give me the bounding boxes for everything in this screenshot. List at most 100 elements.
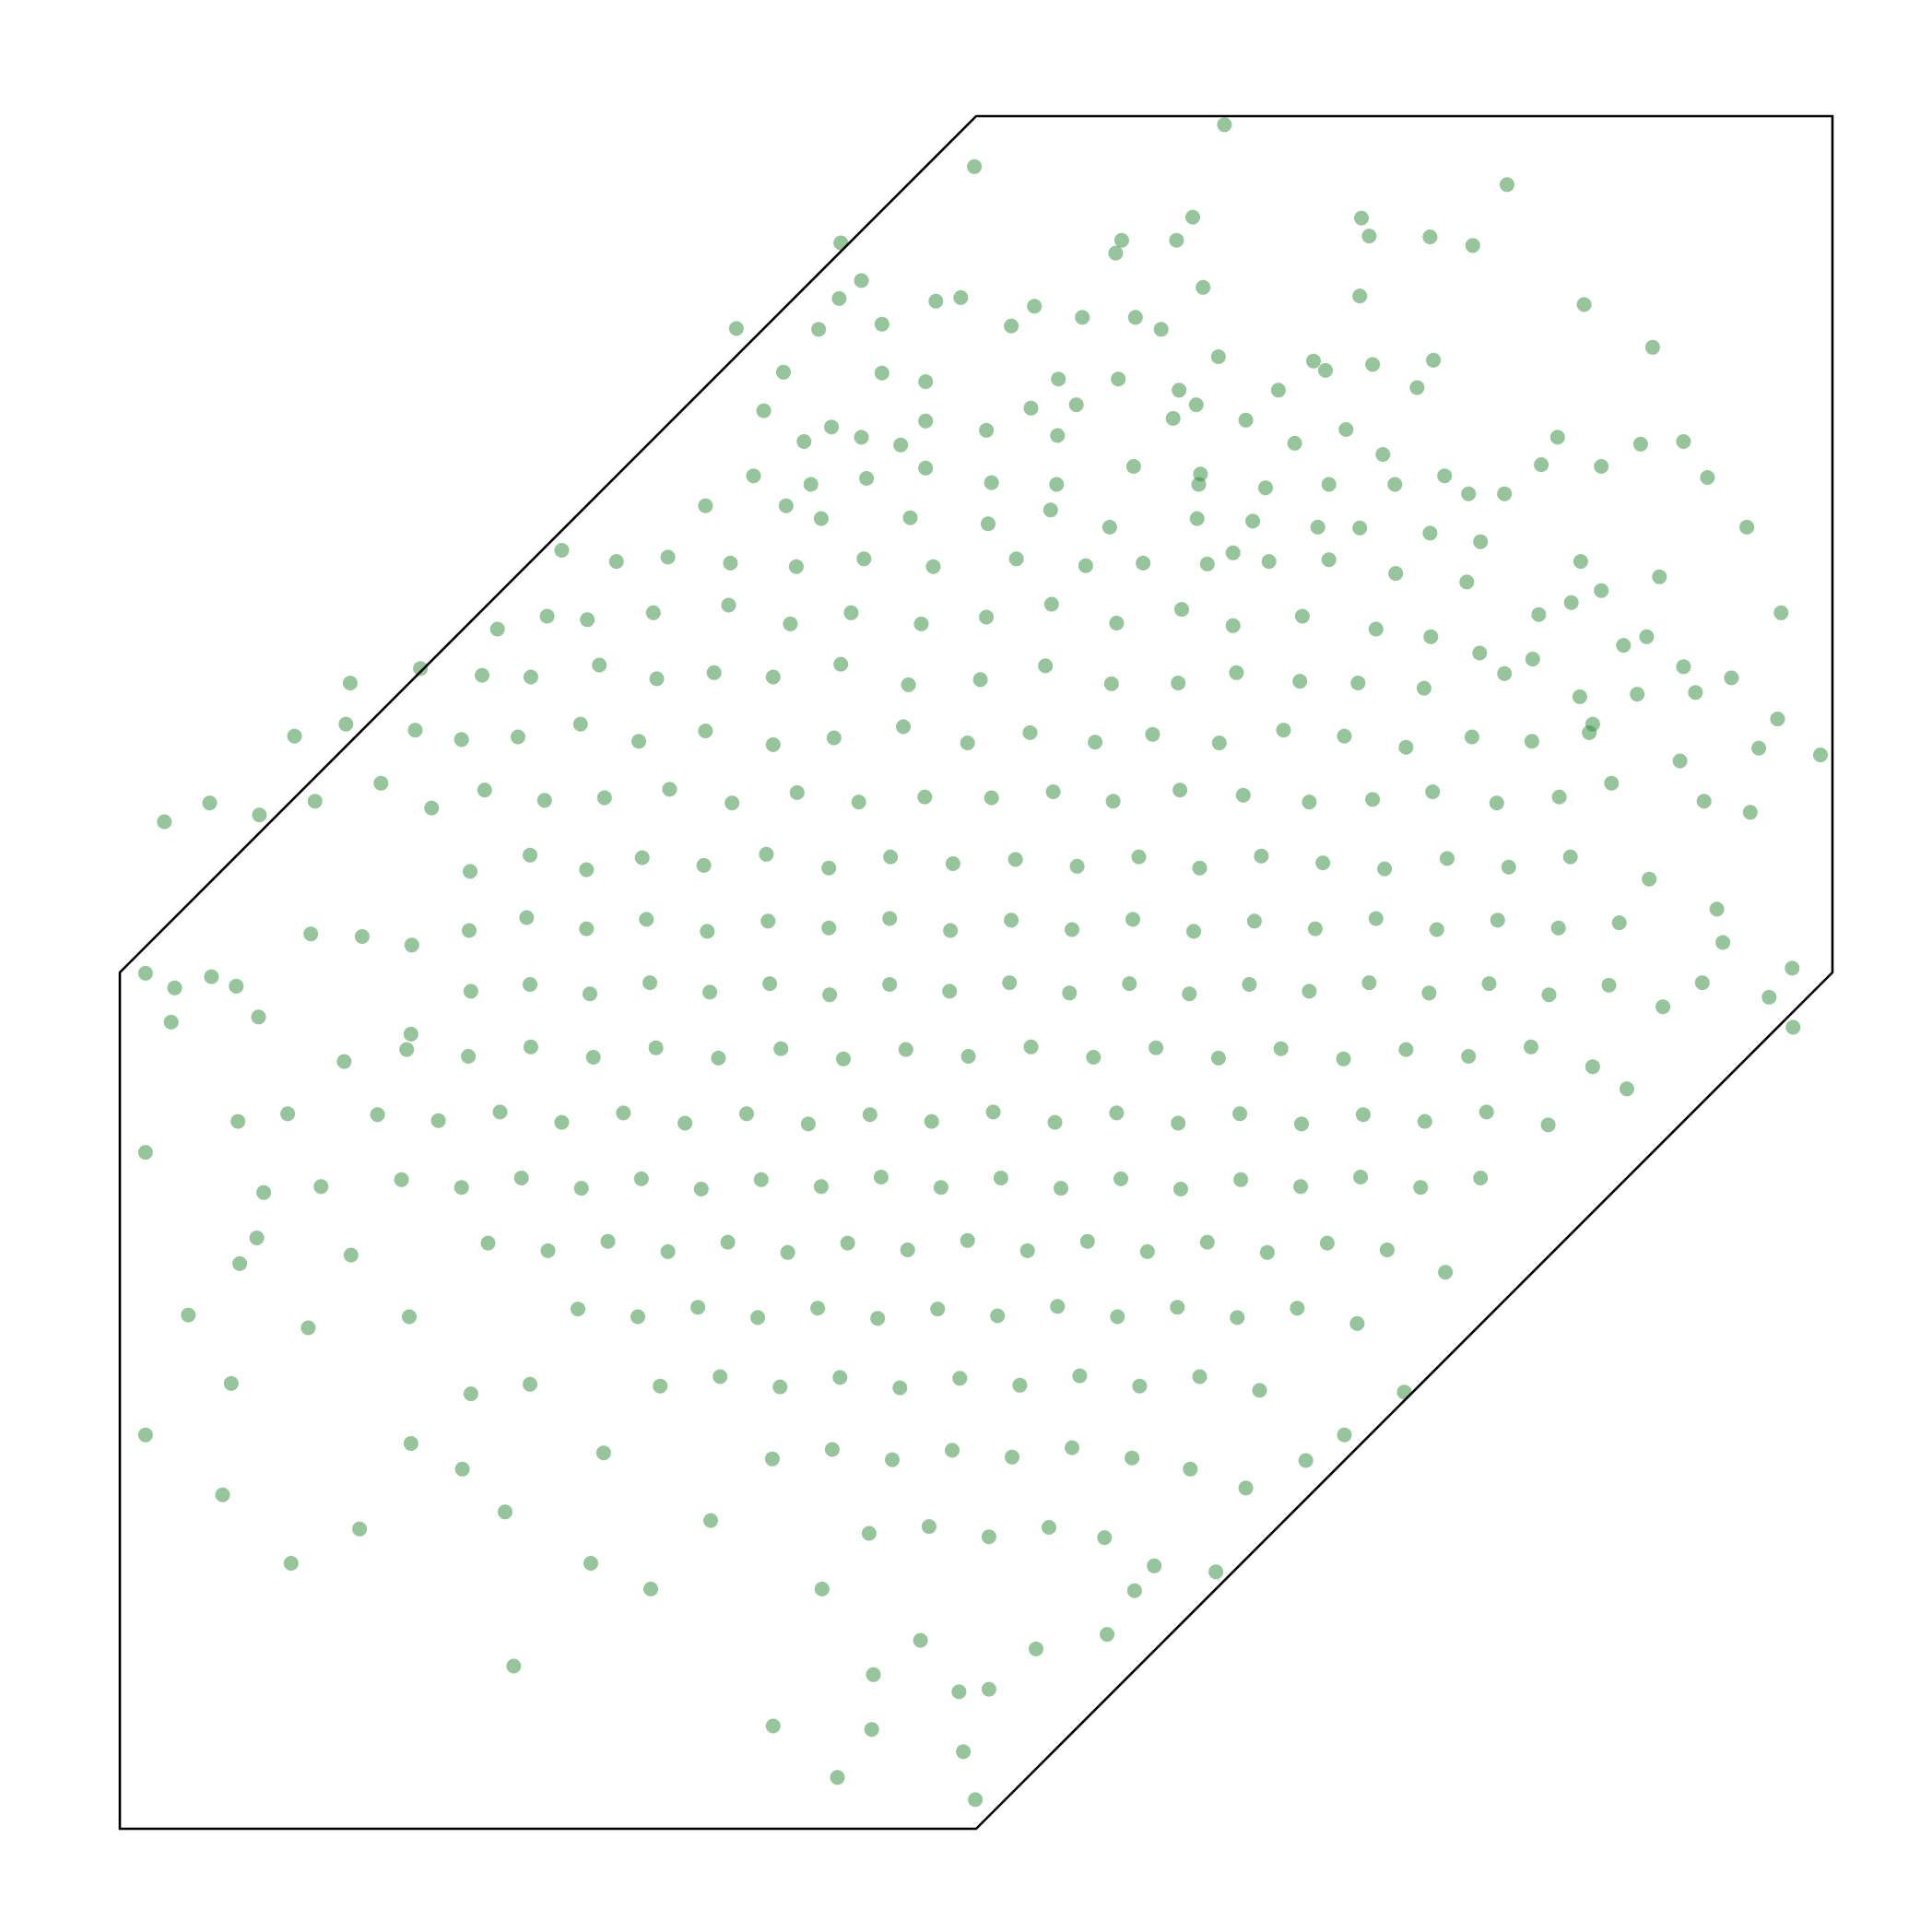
scatter-point	[463, 864, 477, 879]
scatter-point	[1352, 520, 1368, 536]
scatter-point	[1290, 1301, 1305, 1316]
scatter-point	[979, 422, 995, 438]
scatter-point	[167, 980, 183, 995]
hexagon-frame	[118, 114, 1834, 1831]
scatter-point	[1259, 1244, 1275, 1260]
scatter-point	[454, 732, 469, 748]
scatter-point	[1319, 1235, 1335, 1251]
scatter-point	[933, 1180, 948, 1196]
scatter-point	[1355, 1107, 1371, 1123]
scatter-point	[1594, 459, 1609, 474]
scatter-point	[1632, 436, 1648, 452]
scatter-point	[1075, 310, 1090, 325]
scatter-point	[800, 1116, 816, 1132]
scatter-point	[1739, 519, 1755, 535]
scatter-point	[1065, 922, 1079, 937]
scatter-point	[592, 657, 607, 673]
scatter-point	[1122, 976, 1137, 992]
scatter-point	[952, 1371, 968, 1386]
scatter-point	[633, 1171, 649, 1186]
scatter-point	[851, 795, 866, 810]
scatter-point	[985, 1104, 1001, 1120]
scatter-point	[833, 656, 849, 672]
scatter-point	[1563, 595, 1579, 610]
scatter-point	[287, 728, 302, 744]
scatter-point	[1388, 566, 1404, 582]
scatter-point	[918, 413, 934, 429]
scatter-point	[1292, 674, 1308, 689]
scatter-point	[475, 667, 489, 683]
scatter-point	[913, 616, 929, 631]
scatter-point	[1361, 229, 1377, 244]
scatter-point	[1050, 428, 1066, 443]
scatter-point	[1478, 1104, 1494, 1120]
scatter-point	[764, 1451, 780, 1467]
scatter-point	[836, 1051, 851, 1066]
scatter-point	[945, 1443, 960, 1458]
scatter-point	[1079, 1233, 1095, 1249]
scatter-point	[945, 856, 960, 871]
scatter-point	[1422, 230, 1438, 244]
scatter-point	[1038, 658, 1054, 674]
scatter-point	[1438, 1265, 1454, 1280]
scatter-point	[1225, 618, 1241, 633]
scatter-point	[953, 289, 969, 305]
scatter-point	[648, 1040, 664, 1055]
scatter-point	[831, 290, 847, 306]
scatter-point	[1417, 1113, 1432, 1129]
scatter-point	[394, 1172, 409, 1187]
scatter-point	[1054, 1181, 1068, 1196]
scatter-point	[824, 419, 839, 435]
scatter-point	[1043, 596, 1059, 612]
scatter-point	[157, 814, 172, 830]
scatter-point	[981, 1681, 996, 1697]
scatter-point	[1336, 1051, 1351, 1066]
scatter-point	[1785, 960, 1800, 976]
scatter-point	[1676, 434, 1691, 449]
scatter-point	[1422, 525, 1438, 541]
scatter-point	[760, 913, 776, 929]
scatter-point	[1125, 912, 1140, 927]
scatter-point	[630, 1309, 645, 1325]
scatter-point	[1724, 670, 1739, 686]
scatter-point	[1246, 913, 1262, 929]
scatter-point	[1125, 1450, 1140, 1466]
scatter-point	[788, 559, 804, 574]
scatter-point	[1199, 556, 1215, 571]
scatter-point	[1043, 502, 1058, 518]
scatter-point	[1008, 551, 1024, 567]
scatter-points	[137, 117, 1828, 1808]
scatter-point	[864, 1722, 879, 1738]
scatter-point	[1604, 775, 1620, 791]
scatter-point	[506, 1658, 522, 1674]
scatter-point	[252, 807, 267, 823]
scatter-point	[1007, 852, 1023, 867]
scatter-point	[1481, 976, 1497, 992]
scatter-point	[778, 498, 794, 513]
scatter-point	[1315, 855, 1331, 871]
scatter-point	[1337, 728, 1352, 744]
scatter-point	[882, 977, 898, 992]
scatter-point	[956, 1744, 972, 1760]
scatter-point	[960, 736, 975, 750]
scatter-point	[1172, 383, 1187, 398]
scatter-point	[1377, 861, 1393, 877]
scatter-point	[1186, 924, 1201, 939]
scatter-point	[1437, 468, 1453, 484]
scatter-point	[811, 322, 827, 337]
scatter-point	[1696, 794, 1712, 809]
scatter-point	[1472, 645, 1488, 661]
scatter-point	[1785, 1019, 1801, 1035]
scatter-point	[866, 1667, 881, 1682]
scatter-point	[137, 965, 153, 981]
scatter-point	[163, 1014, 179, 1030]
scatter-point	[1004, 318, 1019, 334]
scatter-point	[1210, 349, 1226, 364]
scatter-point	[902, 510, 918, 525]
scatter-point	[1620, 1081, 1634, 1097]
scatter-point	[698, 498, 713, 513]
scatter-point	[1022, 724, 1038, 740]
scatter-point	[1490, 913, 1505, 928]
scatter-point	[918, 460, 934, 476]
